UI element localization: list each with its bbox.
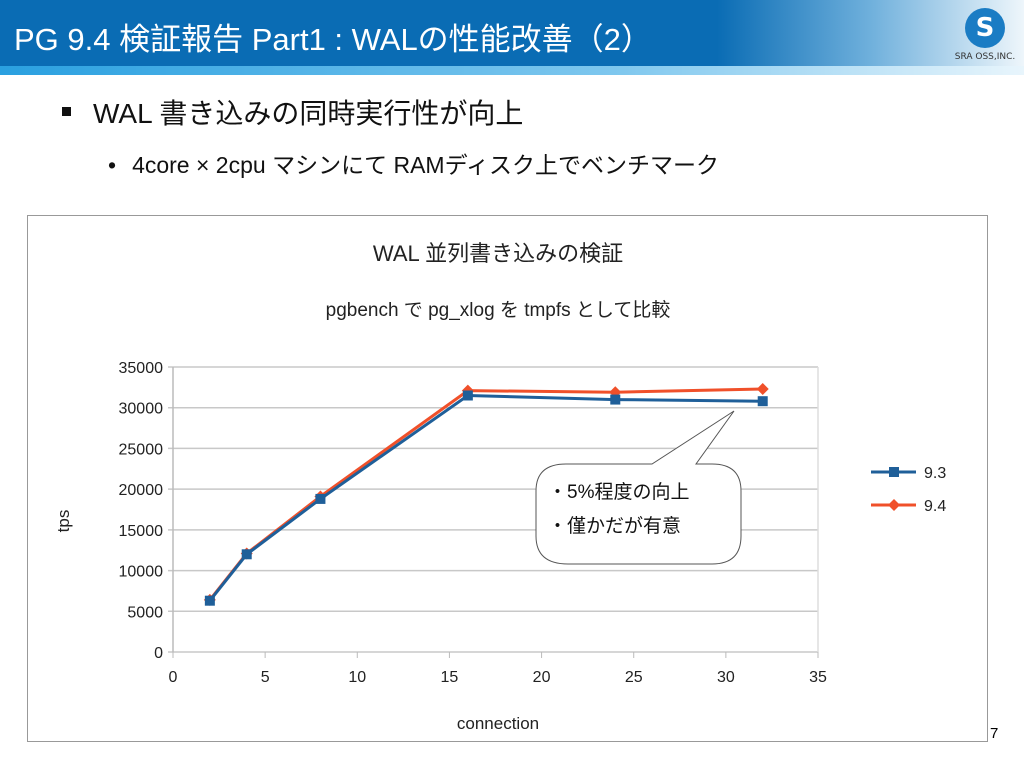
x-tick-label: 5 xyxy=(261,669,270,686)
legend-label: 9.4 xyxy=(924,498,946,515)
y-tick-label: 15000 xyxy=(119,523,164,540)
logo-icon: S xyxy=(965,8,1005,48)
y-tick-label: 25000 xyxy=(119,441,164,458)
square-bullet-icon xyxy=(62,107,71,117)
data-point-9.3 xyxy=(315,493,326,504)
company-logo: S SRA OSS,INC. xyxy=(953,8,1017,62)
y-tick-label: 30000 xyxy=(119,401,164,418)
x-tick-label: 35 xyxy=(809,669,827,686)
callout: ・5%程度の向上 ・僅かだが有意 xyxy=(535,410,742,565)
x-tick-label: 30 xyxy=(717,669,735,686)
series-line-9.3 xyxy=(208,393,763,602)
x-tick-label: 10 xyxy=(348,669,366,686)
callout-line-1: ・5%程度の向上 xyxy=(548,481,689,503)
bullet-level1: WAL 書き込みの同時実行性が向上 xyxy=(62,92,523,132)
data-point-9.3 xyxy=(241,549,252,560)
data-point-9.3 xyxy=(204,595,215,606)
data-point-9.4 xyxy=(756,382,769,395)
slide-header xyxy=(0,0,1024,75)
y-tick-label: 35000 xyxy=(119,360,164,377)
x-tick-label: 25 xyxy=(625,669,643,686)
page-number: 7 xyxy=(990,725,999,742)
slide-title: PG 9.4 検証報告 Part1 : WALの性能改善（2） xyxy=(14,22,652,57)
legend-label: 9.3 xyxy=(924,465,946,482)
x-tick-label: 0 xyxy=(169,669,178,686)
legend-marker-9.4 xyxy=(888,499,900,511)
x-tick-label: 15 xyxy=(441,669,459,686)
y-tick-label: 20000 xyxy=(119,482,164,499)
chart-frame: WAL 並列書き込みの検証 pgbench で pg_xlog を tmpfs … xyxy=(27,215,988,742)
x-axis-label: connection xyxy=(457,714,539,733)
y-tick-label: 5000 xyxy=(127,604,163,621)
bullet-text: 4core × 2cpu マシンにて RAMディスク上でベンチマーク xyxy=(132,152,719,178)
line-chart: WAL 並列書き込みの検証 pgbench で pg_xlog を tmpfs … xyxy=(54,241,946,733)
data-point-9.3 xyxy=(757,396,768,407)
dot-bullet-icon: • xyxy=(108,152,117,178)
legend-marker-9.3 xyxy=(889,467,899,477)
callout-bubble xyxy=(535,410,742,565)
header-accent-bar xyxy=(0,66,1024,75)
y-tick-label: 10000 xyxy=(119,564,164,581)
data-point-9.3 xyxy=(610,394,621,405)
chart-subtitle: pgbench で pg_xlog を tmpfs として比較 xyxy=(326,299,671,321)
chart-title: WAL 並列書き込みの検証 xyxy=(373,241,623,266)
bullet-level2: • 4core × 2cpu マシンにて RAMディスク上でベンチマーク xyxy=(108,146,719,180)
data-point-9.3 xyxy=(462,390,473,401)
y-tick-label: 0 xyxy=(154,645,163,662)
x-tick-label: 20 xyxy=(533,669,551,686)
bullet-text: WAL 書き込みの同時実行性が向上 xyxy=(93,98,524,129)
logo-text: SRA OSS,INC. xyxy=(954,52,1016,62)
y-axis-label: tps xyxy=(54,510,73,533)
callout-line-2: ・僅かだが有意 xyxy=(548,515,681,537)
